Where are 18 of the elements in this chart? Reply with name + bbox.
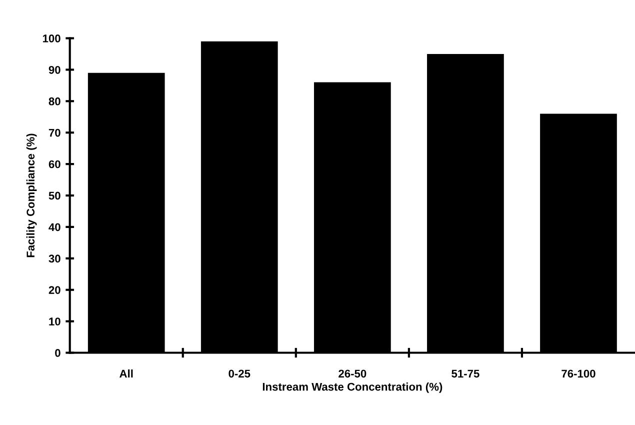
- x-tick-label: 51-75: [452, 370, 480, 378]
- x-tick-label: 76-100: [562, 370, 596, 378]
- y-tick-label: 20: [48, 286, 60, 294]
- y-tick-label: 50: [48, 192, 60, 200]
- y-tick-label: 90: [48, 66, 60, 74]
- x-tick-label: All: [120, 369, 133, 378]
- y-axis-title: Facility Compliance (%): [26, 134, 37, 258]
- y-tick-label: 80: [48, 97, 60, 106]
- y-tick-label: 60: [48, 160, 60, 168]
- x-tick-label: 26-50: [338, 370, 366, 378]
- y-tick-label: 100: [42, 34, 60, 42]
- y-tick-label: 10: [49, 318, 60, 326]
- x-tick-label: 0-25: [228, 370, 250, 378]
- y-tick-label: 30: [48, 254, 60, 263]
- y-tick-label: 70: [48, 128, 60, 137]
- x-axis-title: Instream Waste Concentration (%): [262, 382, 442, 393]
- y-tick-label: 0: [55, 349, 60, 357]
- y-tick-label: 40: [48, 223, 60, 232]
